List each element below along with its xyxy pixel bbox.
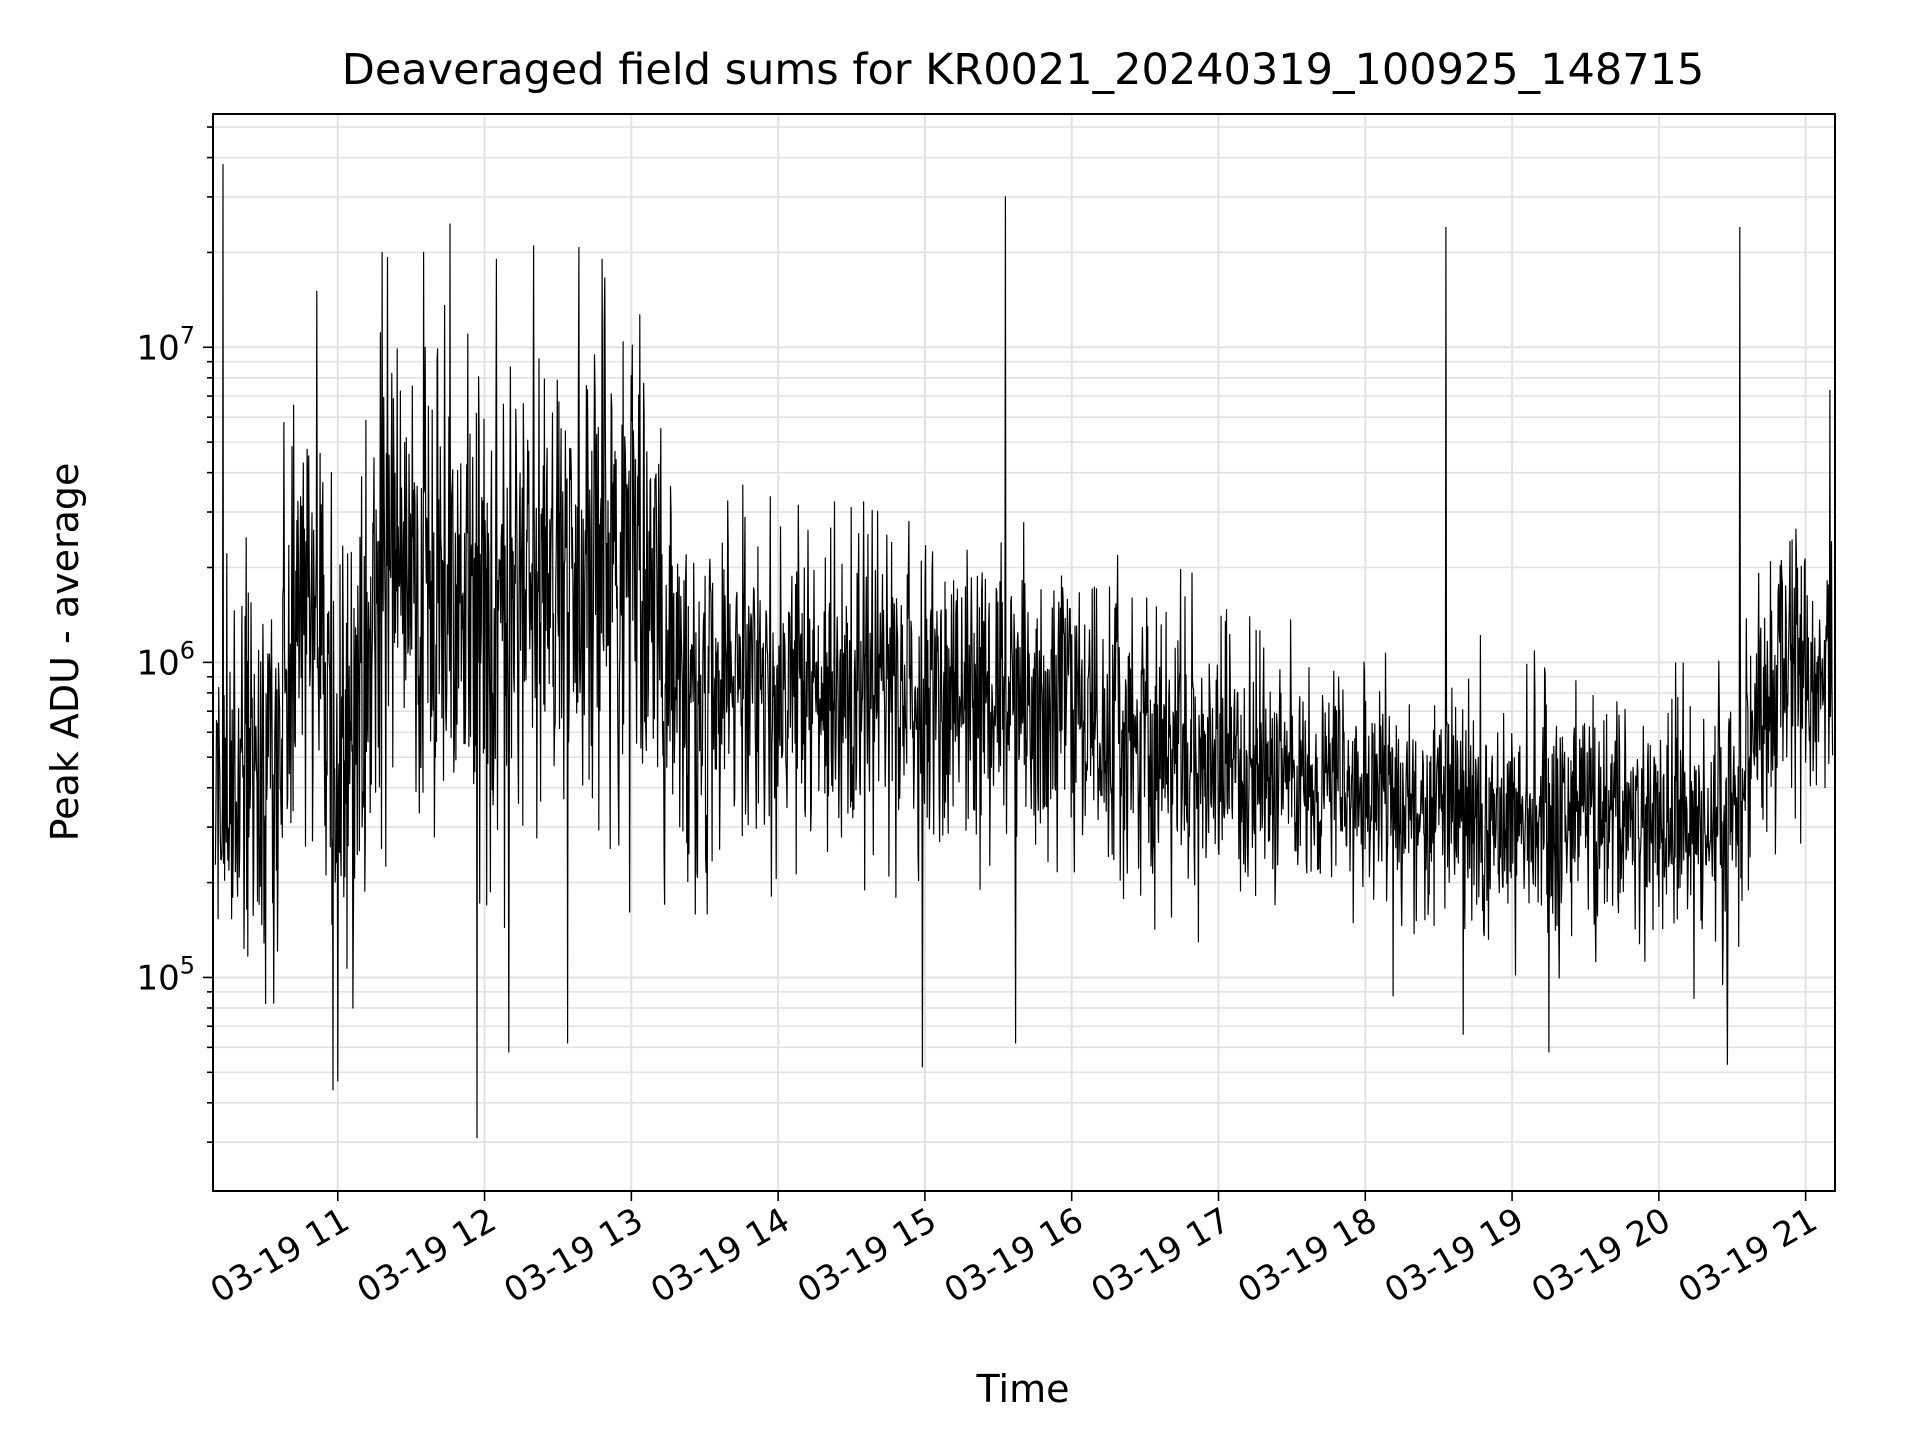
series-line <box>214 164 1834 1139</box>
y-tick-label: 107 <box>136 321 195 368</box>
plot-frame <box>212 113 1836 1192</box>
series-path <box>214 164 1834 1139</box>
y-tick-label: 105 <box>136 951 195 998</box>
y-axis-label: Peak ADU - average <box>43 463 87 842</box>
y-tick-label: 106 <box>136 636 195 683</box>
chart-title: Deaveraged field sums for KR0021_2024031… <box>342 45 1705 95</box>
x-axis-label: Time <box>976 1367 1070 1411</box>
